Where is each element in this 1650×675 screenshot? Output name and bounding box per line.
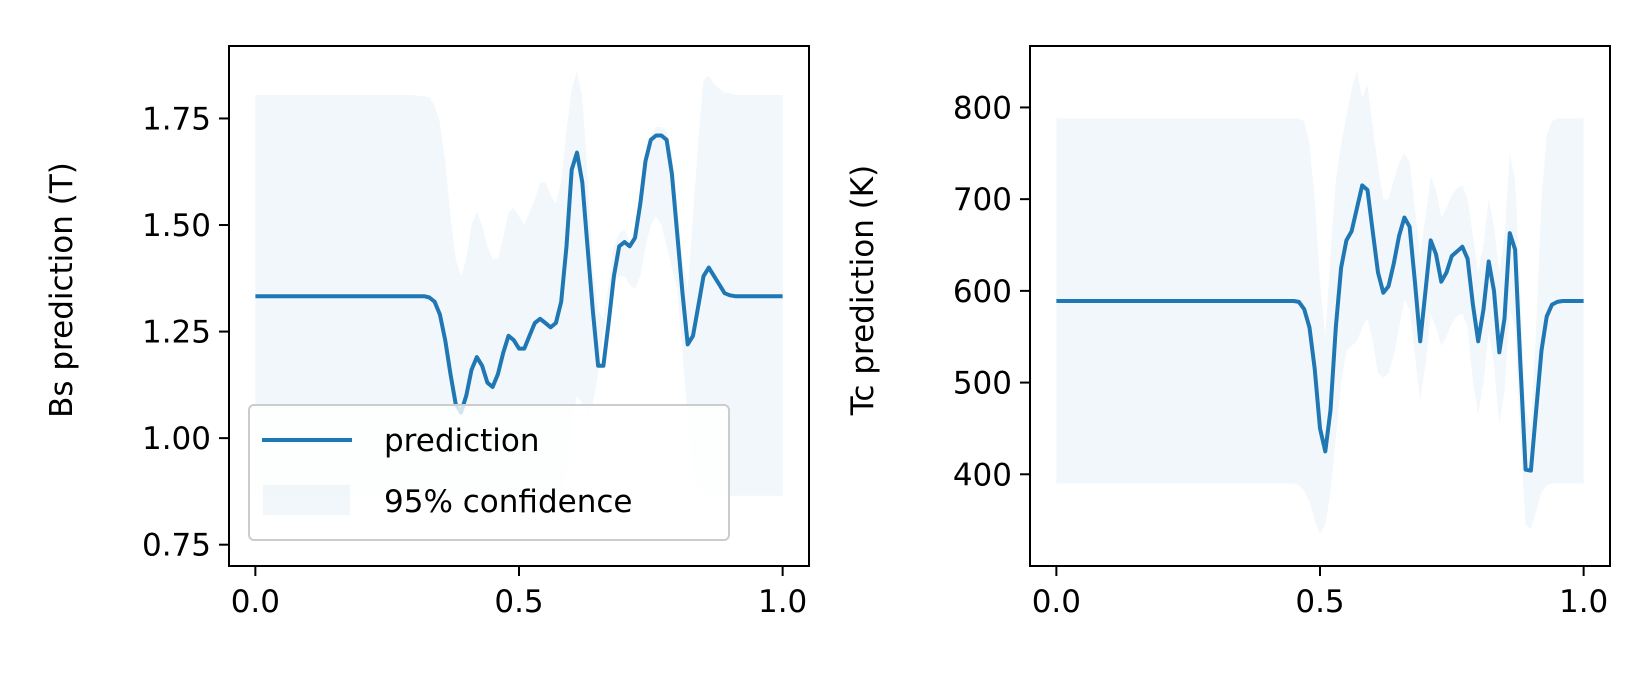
tc-y-tick-label: 400 <box>953 457 1012 493</box>
bs-confidence-band-layer <box>255 71 783 496</box>
tc-y-tick-label: 800 <box>953 90 1012 126</box>
bs-x-tick-label: 0.5 <box>494 584 543 620</box>
legend-confidence-swatch <box>263 485 350 515</box>
tc-prediction-line-layer <box>1056 183 1584 473</box>
bs-chart-panel: 0.0 0.5 1.0 0.75 1.00 1.25 1.50 1.75 Bs predict… <box>44 45 810 620</box>
bs-prediction-line <box>255 133 783 415</box>
bs-x-tick-label: 0.0 <box>231 584 280 620</box>
bs-y-tick-label: 1.75 <box>142 101 211 137</box>
bs-prediction-line-layer <box>255 133 783 415</box>
bs-y-tick-label: 1.50 <box>142 208 211 244</box>
bs-y-tick-label: 1.00 <box>142 421 211 457</box>
tc-y-tick-label: 600 <box>953 274 1012 310</box>
bs-confidence-band <box>255 71 783 496</box>
bs-x-tick-label: 1.0 <box>758 584 807 620</box>
legend-frame <box>248 404 730 541</box>
tc-confidence-band-layer <box>1056 70 1584 534</box>
legend-confidence-label: 95% confidence <box>384 484 632 520</box>
bs-legend: prediction 95% confidence <box>248 404 730 541</box>
legend-prediction-label: prediction <box>384 423 540 459</box>
tc-prediction-line <box>1056 183 1584 473</box>
bs-axes: 0.0 0.5 1.0 0.75 1.00 1.25 1.50 1.75 <box>142 45 810 620</box>
tc-y-tick-label: 700 <box>953 182 1012 218</box>
tc-confidence-band <box>1056 70 1584 534</box>
bs-y-tick-label: 1.25 <box>142 315 211 351</box>
tc-chart-panel: 0.0 0.5 1.0 400 500 600 700 800 Tc prediction (… <box>845 45 1611 620</box>
tc-axes: 0.0 0.5 1.0 400 500 600 700 800 <box>953 45 1611 620</box>
bs-y-tick-label: 0.75 <box>142 528 211 564</box>
bs-y-axis-label: Bs prediction (T) <box>44 162 80 418</box>
tc-y-axis-label: Tc prediction (K) <box>845 165 881 416</box>
tc-x-tick-label: 1.0 <box>1559 584 1608 620</box>
tc-x-tick-label: 0.5 <box>1295 584 1344 620</box>
tc-x-tick-label: 0.0 <box>1032 584 1081 620</box>
tc-y-tick-label: 500 <box>953 366 1012 402</box>
